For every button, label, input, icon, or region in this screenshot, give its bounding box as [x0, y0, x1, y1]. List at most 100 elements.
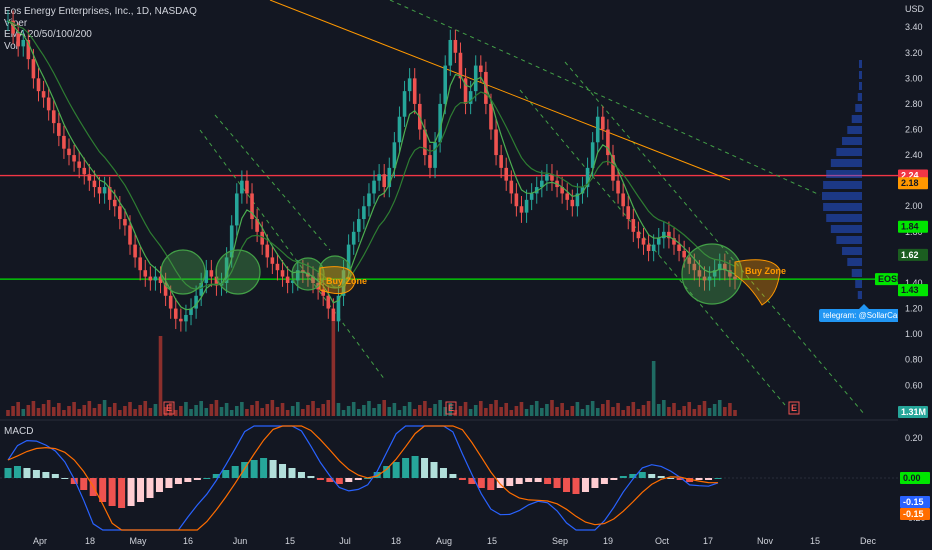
volume-bar	[468, 409, 473, 416]
candle-body	[87, 174, 92, 181]
volume-bar	[514, 406, 519, 416]
volume-profile-bar	[857, 291, 862, 299]
volume-bar	[82, 405, 87, 416]
candle-body	[367, 193, 371, 207]
volume-bar	[62, 410, 66, 416]
candle-body	[606, 129, 610, 156]
macd-histogram-bar	[676, 478, 684, 480]
candle-body	[616, 180, 620, 194]
buy-zone-label: Buy Zone	[326, 276, 367, 286]
macd-histogram-bar	[345, 478, 353, 482]
macd-histogram-bar	[241, 462, 249, 478]
candle-body	[41, 91, 46, 98]
macd-histogram-bar	[260, 458, 268, 478]
candle-body	[21, 39, 26, 47]
volume-bar	[306, 405, 310, 416]
volume-bar	[184, 402, 188, 416]
volume-bar	[641, 405, 646, 416]
volume-bar	[275, 407, 280, 416]
volume-bar	[646, 401, 651, 416]
candle-body	[62, 135, 66, 149]
volume-bar	[682, 406, 686, 416]
time-tick-label: 15	[487, 536, 497, 546]
volume-bar	[36, 408, 41, 416]
macd-histogram-bar	[42, 472, 50, 478]
volume-bar	[423, 401, 427, 416]
volume-profile-bar	[830, 159, 862, 167]
candle-body	[595, 116, 600, 143]
volume-bar	[504, 403, 509, 416]
volume-bar	[438, 400, 442, 416]
volume-bar	[662, 400, 666, 416]
volume-bar	[11, 406, 15, 416]
volume-bar	[245, 409, 249, 416]
candle-body	[677, 244, 681, 252]
volume-bar	[412, 409, 417, 416]
volume-bar	[173, 410, 178, 416]
volume-bar	[168, 403, 173, 416]
buy-circle-marker	[681, 243, 743, 305]
macd-histogram-bar	[13, 466, 21, 478]
candle-body	[524, 199, 529, 213]
candle-body	[387, 167, 392, 188]
candle-body	[72, 155, 76, 162]
volume-bar	[148, 408, 153, 416]
macd-title: MACD	[4, 426, 34, 437]
legend-title: Eos Energy Enterprises, Inc., 1D, NASDAQ	[4, 6, 197, 17]
volume-bar	[163, 407, 168, 416]
volume-bar	[199, 401, 203, 416]
candle-body	[560, 187, 564, 194]
candle-body	[265, 244, 270, 258]
candle-body	[285, 276, 290, 283]
volume-bar	[524, 409, 529, 416]
candle-body	[301, 270, 305, 273]
macd-histogram-bar	[383, 466, 391, 478]
volume-bar	[707, 408, 712, 416]
volume-profile-bar	[859, 82, 862, 90]
candle-body	[534, 187, 539, 194]
volume-bar	[636, 409, 641, 416]
volume-profile-bar	[830, 225, 862, 233]
macd-histogram-bar	[449, 474, 457, 478]
volume-bar	[601, 404, 605, 416]
macd-histogram-bar	[392, 462, 400, 478]
time-tick-label: Jun	[233, 536, 248, 546]
candle-body	[433, 142, 437, 168]
volume-bar	[290, 406, 295, 416]
candle-body	[240, 180, 244, 194]
volume-bar	[540, 408, 544, 416]
candle-body	[453, 39, 458, 53]
macd-histogram-bar	[714, 478, 722, 479]
candle-body	[280, 270, 285, 277]
candle-body	[733, 276, 737, 280]
candle-body	[209, 270, 214, 277]
volume-bar	[372, 408, 376, 416]
volume-bar	[489, 404, 493, 416]
volume-bar	[484, 408, 488, 416]
buy-zone-shape	[319, 266, 356, 295]
volume-bar	[31, 401, 36, 416]
candle-body	[346, 244, 351, 271]
candle-body	[463, 78, 468, 104]
volume-bar	[621, 410, 625, 416]
candle-body	[260, 231, 264, 245]
chart-legend: Eos Energy Enterprises, Inc., 1D, NASDAQ…	[4, 6, 197, 52]
candle-body	[407, 78, 412, 92]
volume-bar	[143, 401, 148, 416]
macd-histogram-bar	[648, 474, 656, 478]
macd-histogram-bar	[212, 474, 220, 478]
volume-profile-bar	[847, 126, 862, 134]
candle-body	[377, 174, 381, 181]
time-tick-label: 15	[285, 536, 295, 546]
macd-histogram-bar	[4, 468, 12, 478]
candle-body	[158, 276, 163, 283]
volume-bar	[204, 408, 209, 416]
buy-zone-label: Buy Zone	[745, 266, 786, 276]
candle-body	[46, 97, 51, 111]
macd-histogram-bar	[174, 478, 182, 484]
volume-bar	[57, 403, 61, 416]
price-tick-label: 3.00	[905, 73, 923, 83]
volume-bar	[692, 409, 697, 416]
macd-price-badge-label: 0.00	[903, 473, 921, 483]
